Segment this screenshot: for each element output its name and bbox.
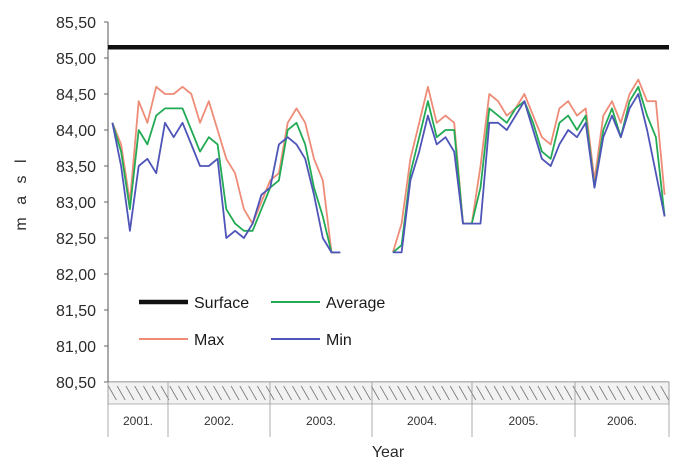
y-tick-label: 85,50 [56, 15, 96, 32]
month-tick-labels [108, 385, 669, 401]
series-line-min [392, 93, 666, 254]
year-dividers [107, 382, 670, 437]
month-tick-label [327, 385, 336, 401]
legend-label-min: Min [326, 332, 352, 349]
month-tick-label [151, 385, 161, 401]
month-tick-label [432, 385, 442, 401]
x-axis: 2001. 2002. 2003. 2004. 2005. 2006. [107, 381, 670, 437]
y-tick-label: 83,00 [56, 195, 96, 212]
month-tick-label [344, 385, 354, 401]
month-tick-label [633, 385, 643, 401]
series-line-min [111, 121, 341, 254]
month-tick-label [537, 385, 547, 401]
month-tick-label [598, 385, 608, 401]
month-tick-label [616, 385, 626, 401]
legend-label-average: Average [326, 295, 385, 312]
month-tick-label [213, 385, 222, 401]
y-tick-label: 82,50 [56, 231, 96, 248]
y-axis-title: m a s l [13, 155, 30, 230]
month-tick-label [423, 385, 433, 401]
y-tick-label: 84,00 [56, 123, 96, 140]
month-tick-band [107, 381, 670, 405]
month-tick-label [362, 385, 371, 401]
month-tick-label [116, 385, 126, 401]
month-tick-label [283, 385, 293, 401]
series-line-average [111, 107, 341, 254]
month-tick-label [511, 385, 520, 401]
month-tick-label [590, 385, 599, 401]
month-tick-label [476, 385, 485, 401]
month-tick-label [309, 385, 319, 401]
month-tick-label [642, 385, 652, 401]
legend-label-max: Max [194, 332, 224, 349]
month-tick-label [388, 385, 398, 401]
month-tick-label [230, 385, 240, 401]
legend-box [132, 288, 402, 354]
month-tick-label [195, 385, 205, 401]
month-tick-label [239, 385, 249, 401]
year-label: 2002. [204, 414, 234, 428]
month-tick-label [572, 385, 582, 401]
y-tick-label: 83,50 [56, 159, 96, 176]
month-tick-label [221, 385, 231, 401]
y-tick-label: 81,50 [56, 303, 96, 320]
month-tick-label [274, 385, 284, 401]
year-label: 2004. [407, 414, 437, 428]
month-tick-label [528, 385, 538, 401]
month-tick-label [563, 385, 573, 401]
year-labels: 2001. 2002. 2003. 2004. 2005. 2006. [123, 414, 637, 428]
y-tick-label: 80,50 [56, 375, 96, 392]
month-tick-label [292, 385, 301, 401]
month-tick-label [108, 385, 117, 401]
year-label: 2005. [508, 414, 538, 428]
month-tick-label [125, 385, 135, 401]
month-tick-label [353, 385, 363, 401]
y-tick-labels: 85,50 85,00 84,50 84,00 83,50 83,00 82,50 82,00… [56, 15, 108, 392]
month-tick-label [520, 385, 529, 401]
year-label: 2001. [123, 414, 153, 428]
month-tick-label [449, 385, 459, 401]
month-tick-label [204, 385, 214, 401]
y-tick-label: 81,00 [56, 339, 96, 356]
month-tick-label [441, 385, 450, 401]
year-label: 2003. [306, 414, 336, 428]
series-line-max [392, 78, 666, 253]
month-tick-label [651, 385, 661, 401]
month-tick-label [379, 385, 389, 401]
month-tick-label [625, 385, 634, 401]
month-tick-label [178, 385, 187, 401]
month-tick-label [414, 385, 424, 401]
month-tick-label [484, 385, 494, 401]
month-tick-label [186, 385, 196, 401]
month-tick-label [406, 385, 415, 401]
series-lines [111, 78, 666, 254]
month-tick-label [660, 385, 669, 401]
month-tick-label [493, 385, 503, 401]
y-tick-label: 82,00 [56, 267, 96, 284]
month-tick-label [169, 385, 179, 401]
legend: Surface Average Max Min [132, 288, 402, 354]
y-tick-label: 85,00 [56, 51, 96, 68]
month-tick-label [555, 385, 564, 401]
month-tick-label [143, 385, 152, 401]
series-line-max [111, 85, 341, 254]
month-tick-label [607, 385, 617, 401]
month-tick-label [300, 385, 310, 401]
month-tick-label [335, 385, 345, 401]
year-label: 2006. [607, 414, 637, 428]
month-tick-label [458, 385, 468, 401]
month-tick-label [257, 385, 266, 401]
y-tick-label: 84,50 [56, 87, 96, 104]
month-tick-label [248, 385, 257, 401]
month-tick-label [371, 385, 380, 401]
month-tick-label [546, 385, 556, 401]
month-tick-label [502, 385, 512, 401]
month-tick-label [581, 385, 591, 401]
month-tick-label [397, 385, 406, 401]
month-tick-label [318, 385, 328, 401]
legend-label-surface: Surface [194, 295, 249, 312]
x-axis-title: Year [372, 444, 405, 461]
month-tick-label [134, 385, 144, 401]
